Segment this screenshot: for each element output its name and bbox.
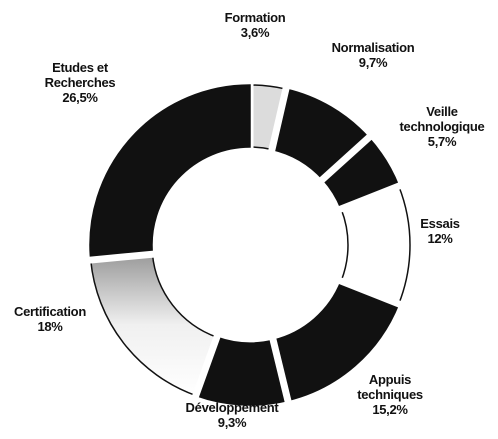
category-name: Développement [185, 400, 279, 415]
value-label: 15,2% [372, 402, 408, 417]
value-label: 9,3% [217, 415, 247, 430]
segment-gap [317, 132, 374, 185]
segment-label: Etudes et Recherches 26,5% [20, 60, 140, 105]
segment-label: Développement 9,3% [172, 400, 292, 430]
segment-label: Veille technologique 5,7% [392, 104, 492, 149]
segment-gap [336, 276, 404, 309]
category-name: Normalisation [331, 40, 415, 55]
segment-label: Formation 3,6% [205, 10, 305, 40]
category-name: Etudes et Recherches [44, 60, 116, 90]
donut-segment [89, 84, 251, 261]
segment-gap [336, 181, 404, 214]
segment-gap [268, 335, 293, 406]
segment-gap [86, 250, 157, 264]
segment-label: Normalisation 9,7% [318, 40, 428, 70]
category-name: Essais [420, 216, 460, 231]
value-label: 3,6% [240, 25, 270, 40]
category-name: Formation [224, 10, 286, 25]
value-label: 9,7% [358, 55, 388, 70]
value-label: 12% [427, 231, 453, 246]
segment-label: Certification 18% [0, 304, 100, 334]
segment-gap [267, 84, 291, 155]
value-label: 5,7% [427, 134, 457, 149]
value-label: 18% [37, 319, 63, 334]
value-label: 26,5% [62, 90, 98, 105]
segment-label: Essais 12% [400, 216, 480, 246]
category-name: Certification [14, 304, 86, 319]
donut-segment [89, 253, 218, 397]
segment-gap [191, 332, 222, 401]
segment-label: Appuis techniques 15,2% [345, 372, 435, 417]
category-name: Appuis techniques [357, 372, 423, 402]
category-name: Veille technologique [399, 104, 485, 134]
